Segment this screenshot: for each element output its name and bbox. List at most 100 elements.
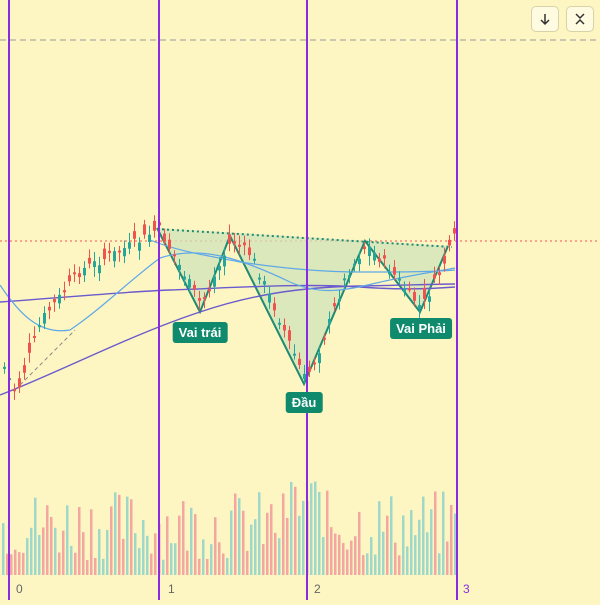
volume-bar — [326, 490, 329, 575]
volume-bar — [162, 559, 165, 575]
volume-bar — [314, 481, 317, 575]
candle-body — [278, 322, 281, 325]
candle-body — [78, 273, 81, 278]
trend-dashed-line — [14, 329, 76, 391]
volume-bar — [298, 515, 301, 575]
pattern-drawing — [14, 227, 453, 391]
volume-bar — [258, 492, 261, 575]
volume-bar — [2, 523, 5, 575]
volume-bar — [198, 558, 201, 575]
volume-bar — [254, 519, 257, 575]
candle-body — [258, 277, 261, 280]
candle-body — [53, 298, 56, 303]
volume-bar — [230, 510, 233, 575]
volume-bar — [42, 527, 45, 575]
volume-bar — [34, 497, 37, 575]
volume-bar — [134, 533, 137, 575]
candle-body — [443, 255, 446, 264]
candle-body — [433, 274, 436, 279]
volume-bar — [210, 544, 213, 575]
volume-bar — [178, 515, 181, 575]
candle-body — [368, 246, 371, 257]
candle-body — [213, 276, 216, 287]
volume-bar — [138, 548, 141, 575]
candle-body — [413, 291, 416, 301]
volume-bar — [322, 536, 325, 575]
volume-bar — [46, 505, 49, 575]
volume-bar — [250, 524, 253, 575]
candle-body — [423, 288, 426, 299]
volume-bar — [358, 511, 361, 575]
candle-body — [48, 306, 51, 311]
candle-body — [88, 257, 91, 264]
candle-body — [383, 255, 386, 259]
volume-bar — [330, 527, 333, 575]
volume-bar — [22, 552, 25, 575]
volume-bar — [342, 543, 345, 575]
candle-body — [73, 272, 76, 275]
head-label: Đầu — [285, 392, 323, 413]
candle-body — [268, 293, 271, 303]
candle-body — [288, 330, 291, 341]
volume-bar — [434, 491, 437, 575]
candle-body — [238, 244, 241, 247]
volume-bar — [146, 535, 149, 575]
volume-bar — [386, 515, 389, 575]
ma-long-flat — [0, 284, 456, 303]
volume-bar — [218, 542, 221, 575]
x-tick-label: 1 — [168, 582, 175, 596]
candle-body — [233, 241, 236, 244]
volume-bar — [338, 534, 341, 575]
candle-body — [113, 251, 116, 262]
volume-bar — [194, 514, 197, 575]
candle-body — [18, 378, 21, 388]
candle-body — [273, 303, 276, 311]
volume-bar — [370, 537, 373, 575]
candle-body — [363, 246, 366, 250]
volume-bar — [126, 496, 129, 575]
volume-bar — [262, 543, 265, 575]
candle-body — [403, 288, 406, 292]
volume-bar — [374, 554, 377, 575]
candle-body — [358, 258, 361, 265]
volume-bar — [154, 533, 157, 575]
candle-body — [228, 234, 231, 244]
right-shoulder-label: Vai Phải — [390, 318, 452, 339]
volume-bar — [50, 516, 53, 575]
volume-bar — [402, 515, 405, 575]
ma-mid — [149, 239, 456, 273]
volume-bar — [278, 538, 281, 575]
candle-body — [388, 271, 391, 275]
candle-body — [328, 318, 331, 324]
x-tick-label: 0 — [16, 582, 23, 596]
volume-bar — [66, 505, 69, 575]
volume-bar — [130, 499, 133, 575]
volume-bar — [334, 533, 337, 575]
candle-body — [173, 254, 176, 257]
candle-body — [143, 224, 146, 235]
volume-bar — [274, 532, 277, 575]
candle-body — [38, 325, 41, 328]
volume-bar — [450, 504, 453, 575]
volume-bar — [94, 557, 97, 575]
candle-body — [118, 250, 121, 253]
candle-body — [33, 335, 36, 338]
candle-body — [128, 242, 131, 249]
collapse-button[interactable] — [566, 6, 594, 32]
pattern-area — [157, 228, 448, 384]
volume-bar — [346, 549, 349, 575]
candle-body — [293, 353, 296, 356]
volume-bar — [394, 542, 397, 575]
scroll-down-button[interactable] — [531, 6, 559, 32]
candle-body — [243, 242, 246, 246]
candle-body — [203, 297, 206, 300]
volume-bar — [78, 507, 81, 575]
candle-body — [313, 362, 316, 365]
x-tick-label: 2 — [314, 582, 321, 596]
candle-body — [208, 289, 211, 292]
candle-body — [448, 239, 451, 246]
candle-body — [68, 275, 71, 282]
candle-body — [308, 366, 311, 372]
